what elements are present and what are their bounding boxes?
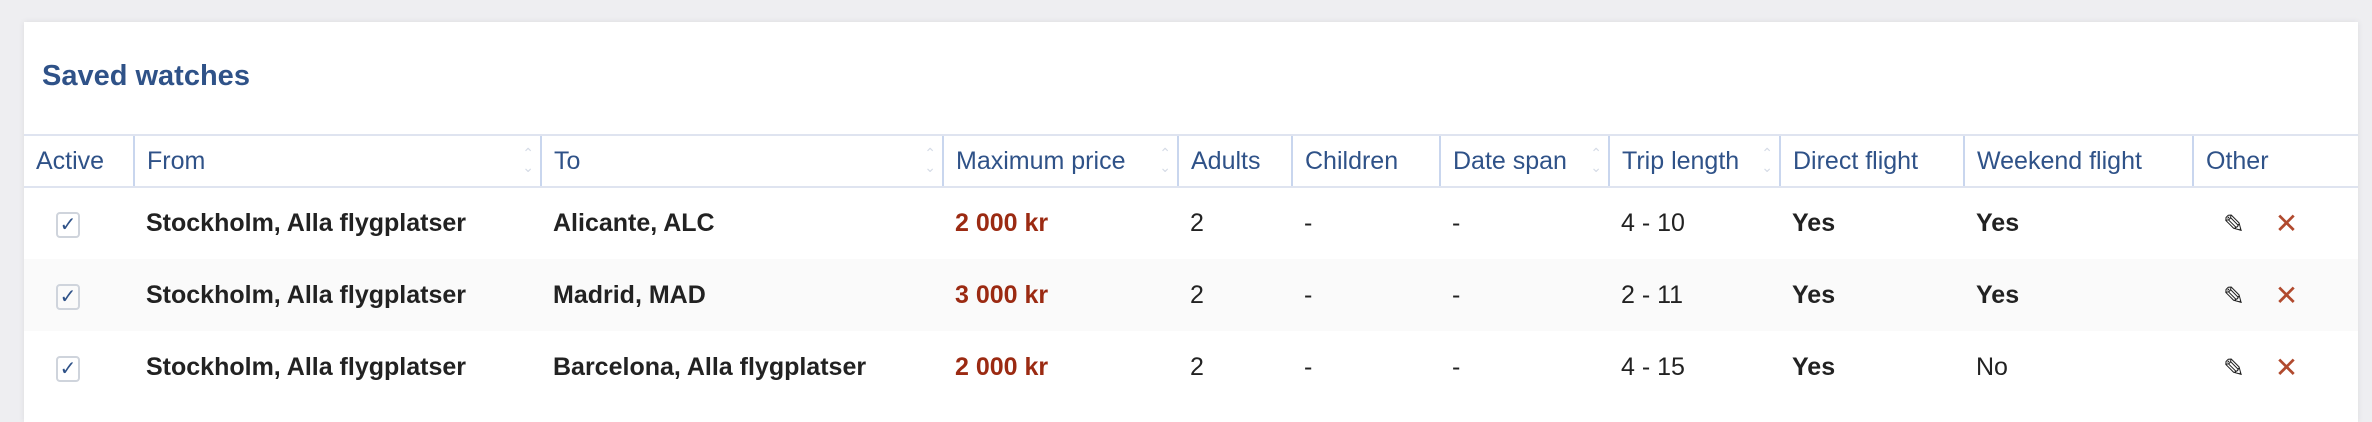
active-cell: ✓ bbox=[24, 259, 134, 331]
column-header-from[interactable]: From ⌃ ⌄ bbox=[133, 134, 541, 188]
price-cell: 2 000 kr bbox=[955, 209, 1049, 237]
column-header-to[interactable]: To ⌃ ⌄ bbox=[540, 134, 943, 188]
weekend-flight-cell: Yes bbox=[1964, 259, 2193, 331]
children-cell: - bbox=[1304, 209, 1313, 237]
date-span-cell: - bbox=[1440, 259, 1609, 331]
price-cell: 3 000 kr bbox=[943, 259, 1178, 331]
other-cell: ✎ ✕ bbox=[2193, 187, 2358, 259]
column-header-maximum-price[interactable]: Maximum price ⌃ ⌄ bbox=[942, 134, 1178, 188]
adults-cell: 2 bbox=[1178, 259, 1292, 331]
column-label: To bbox=[554, 146, 581, 175]
column-label: From bbox=[147, 146, 206, 175]
column-header-trip-length[interactable]: Trip length ⌃ ⌄ bbox=[1608, 134, 1780, 188]
column-header-direct-flight: Direct flight bbox=[1779, 134, 1964, 188]
column-header-other: Other bbox=[2192, 134, 2358, 188]
direct-flight-cell: Yes bbox=[1792, 352, 1836, 381]
to-cell: Madrid, MAD bbox=[541, 259, 943, 331]
pencil-icon[interactable]: ✎ bbox=[2223, 209, 2245, 239]
children-cell: - bbox=[1304, 352, 1313, 381]
weekend-flight-cell: Yes bbox=[1976, 209, 2020, 237]
active-checkbox[interactable]: ✓ bbox=[56, 355, 80, 382]
delete-icon[interactable]: ✕ bbox=[2274, 351, 2299, 383]
from-cell: Stockholm, Alla flygplatser bbox=[146, 209, 466, 237]
sort-icon[interactable]: ⌃ ⌄ bbox=[1761, 145, 1773, 175]
from-cell: Stockholm, Alla flygplatser bbox=[134, 259, 541, 331]
column-label: Date span bbox=[1453, 146, 1567, 175]
column-label: Children bbox=[1305, 146, 1399, 175]
adults-cell: 2 bbox=[1190, 209, 1204, 237]
delete-icon[interactable]: ✕ bbox=[2274, 279, 2299, 311]
column-label: Maximum price bbox=[956, 146, 1126, 175]
from-cell: Stockholm, Alla flygplatser bbox=[146, 352, 466, 381]
panel-title: Saved watches bbox=[42, 60, 250, 92]
column-label: Active bbox=[36, 146, 105, 175]
column-header-weekend-flight: Weekend flight bbox=[1963, 134, 2193, 188]
adults-cell: 2 bbox=[1190, 352, 1204, 381]
active-checkbox[interactable]: ✓ bbox=[56, 212, 80, 238]
direct-flight-cell: Yes bbox=[1792, 209, 1836, 237]
to-cell: Alicante, ALC bbox=[553, 209, 715, 237]
column-label: Direct flight bbox=[1793, 146, 1919, 175]
other-cell: ✎ ✕ bbox=[2193, 259, 2358, 331]
pencil-icon[interactable]: ✎ bbox=[2223, 280, 2245, 311]
children-cell: - bbox=[1292, 259, 1440, 331]
column-header-date-span[interactable]: Date span ⌃ ⌄ bbox=[1439, 134, 1609, 188]
sort-icon[interactable]: ⌃ ⌄ bbox=[1159, 145, 1171, 175]
column-label: Weekend flight bbox=[1977, 146, 2142, 175]
delete-icon[interactable]: ✕ bbox=[2274, 208, 2299, 239]
column-label: Adults bbox=[1191, 146, 1261, 175]
column-header-active: Active bbox=[24, 134, 134, 188]
column-label: Other bbox=[2206, 146, 2269, 175]
watches-table: Active From ⌃ ⌄ To ⌃ ⌄ Maximum price ⌃ ⌄ Adults Chi… bbox=[24, 134, 2358, 403]
date-span-cell: - bbox=[1452, 209, 1461, 237]
sort-icon[interactable]: ⌃ ⌄ bbox=[1590, 145, 1602, 175]
date-span-cell: - bbox=[1452, 352, 1461, 381]
sort-icon[interactable]: ⌃ ⌄ bbox=[522, 145, 534, 175]
price-cell: 2 000 kr bbox=[955, 352, 1049, 381]
direct-flight-cell: Yes bbox=[1780, 259, 1964, 331]
trip-length-cell: 4 - 10 bbox=[1621, 209, 1685, 237]
active-cell: ✓ bbox=[24, 331, 134, 403]
weekend-flight-cell: No bbox=[1976, 352, 2008, 381]
column-header-adults: Adults bbox=[1177, 134, 1292, 188]
sort-icon[interactable]: ⌃ ⌄ bbox=[924, 145, 936, 175]
table-row: ✓ Stockholm, Alla flygplatser Alicante, … bbox=[24, 187, 2358, 259]
column-label: Trip length bbox=[1622, 146, 1740, 175]
table-row: ✓ Stockholm, Alla flygplatser Barcelona,… bbox=[24, 331, 2358, 403]
table-row: ✓ Stockholm, Alla flygplatser Madrid, MA… bbox=[24, 259, 2358, 331]
trip-length-cell: 4 - 15 bbox=[1621, 352, 1685, 381]
active-cell: ✓ bbox=[24, 187, 134, 259]
to-cell: Barcelona, Alla flygplatser bbox=[553, 352, 867, 381]
trip-length-cell: 2 - 11 bbox=[1609, 259, 1780, 331]
column-header-children: Children bbox=[1291, 134, 1440, 188]
pencil-icon[interactable]: ✎ bbox=[2223, 352, 2245, 383]
other-cell: ✎ ✕ bbox=[2193, 331, 2358, 403]
active-checkbox[interactable]: ✓ bbox=[56, 283, 80, 310]
saved-watches-panel: Saved watches Active From ⌃ ⌄ To ⌃ ⌄ Maximum pr… bbox=[24, 22, 2358, 422]
